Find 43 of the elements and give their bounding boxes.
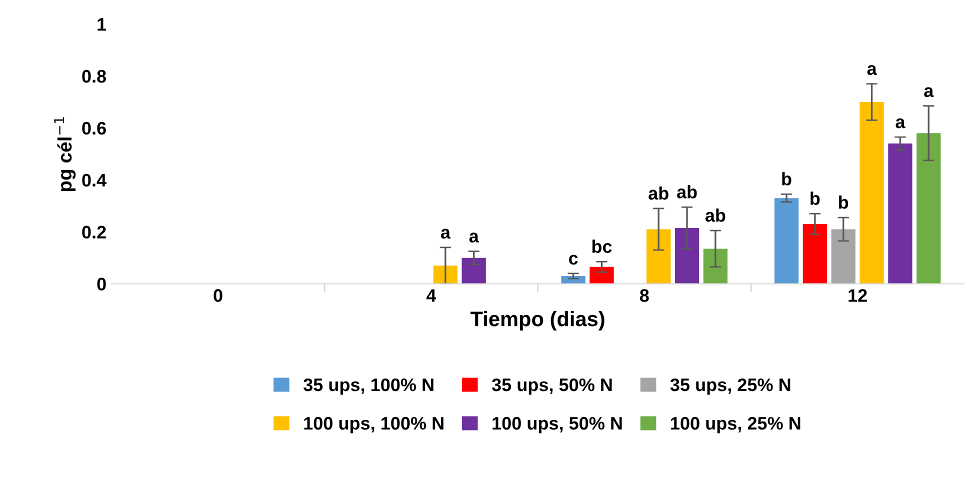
bar — [831, 229, 856, 284]
data-label: a — [924, 87, 934, 98]
bar — [916, 133, 941, 284]
bar — [774, 198, 799, 284]
y-tick-label: 0.4 — [82, 174, 106, 187]
data-label: a — [469, 232, 479, 243]
legend-label: 100 ups, 25% N — [671, 416, 800, 434]
data-label: a — [440, 228, 451, 239]
data-label: ab — [677, 185, 697, 198]
x-tick-label: 4 — [426, 289, 436, 302]
legend-label: 35 ups, 100% N — [304, 378, 434, 395]
y-axis-title: pg cél$^{−1}$ — [54, 117, 76, 192]
data-label: b — [839, 196, 848, 209]
legend-label: 35 ups, 50% N — [492, 378, 612, 395]
legend-label: 100 ups, 100% N — [304, 416, 444, 434]
bar — [802, 224, 828, 284]
data-label: b — [782, 172, 792, 186]
data-label: ab — [648, 186, 668, 200]
bar — [646, 229, 671, 284]
legend-label: 100 ups, 50% N — [492, 416, 622, 434]
data-label: ab — [705, 208, 726, 222]
bar — [674, 228, 700, 284]
data-label: a — [867, 65, 877, 76]
data-label: a — [896, 118, 906, 128]
y-tick-label: 0.2 — [82, 226, 106, 239]
legend-label: 35 ups, 25% N — [670, 378, 790, 395]
data-label: bc — [592, 240, 612, 253]
bar — [433, 266, 458, 284]
bar — [462, 258, 486, 284]
x-tick-label: 12 — [848, 289, 867, 302]
x-tick-label: 0 — [214, 289, 222, 302]
y-tick-label: 1 — [98, 18, 106, 31]
y-tick-label: 0.6 — [82, 122, 106, 135]
bar — [703, 248, 728, 284]
bar — [590, 266, 614, 284]
y-tick-label: 0.8 — [82, 70, 106, 83]
bar — [888, 144, 912, 284]
y-tick-label: 0 — [97, 278, 106, 291]
x-tick-label: 8 — [640, 289, 649, 302]
x-axis-title: Tiempo (dias) — [470, 311, 604, 330]
data-label: b — [810, 192, 820, 205]
data-label: c — [569, 254, 578, 265]
bar — [860, 102, 884, 284]
